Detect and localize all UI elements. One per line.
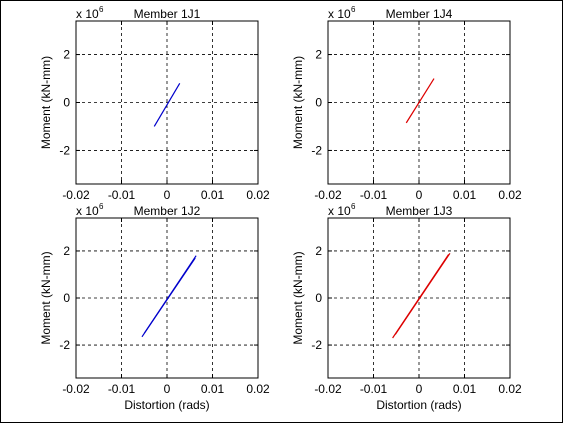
y-tick-label: 2 [315,48,322,62]
y-tick-label: 0 [63,96,70,110]
series-line-1 [153,83,181,127]
y-tick-label: 0 [63,291,70,305]
chart-title: Member 1J1 [134,7,201,21]
y-tick-label: -2 [59,338,70,352]
scale-factor-label: x 10 [76,204,99,218]
chart-title: Member 1J4 [386,7,453,21]
y-axis-label: Moment (kN-mm) [39,56,53,149]
x-tick-label: -0.01 [108,382,136,396]
series-line-1 [405,78,435,124]
y-tick-label: 2 [315,244,322,258]
x-axis-label: Distortion (rads) [124,398,209,412]
scale-factor-label: x 10 [328,204,351,218]
x-tick-label: -0.02 [62,188,90,202]
x-tick-label: -0.02 [314,188,342,202]
x-tick-label: 0.02 [246,188,270,202]
y-axis-label: Moment (kN-mm) [291,251,305,344]
chart-title: Member 1J3 [386,204,453,218]
x-tick-label: 0 [164,188,171,202]
y-tick-label: 0 [315,96,322,110]
x-tick-label: 0 [416,188,423,202]
x-tick-label: 0 [164,382,171,396]
x-tick-label: -0.01 [360,188,388,202]
chart-panel-2: -0.02 -0.01 0 0.01 0.02 2 0 -2 x 10 6 Member 1J4 Mo… [291,5,522,202]
series-line-2 [394,252,451,335]
y-tick-label: 0 [315,291,322,305]
y-tick-label: -2 [311,143,322,157]
scale-factor-exponent: 6 [351,5,356,14]
y-tick-label: 2 [63,244,70,258]
x-tick-label: 0.02 [498,382,522,396]
x-tick-label: 0.01 [201,188,225,202]
scale-factor-exponent: 6 [351,202,356,211]
chart-title: Member 1J2 [134,204,201,218]
x-tick-label: -0.02 [314,382,342,396]
y-axis-label: Moment (kN-mm) [291,56,305,149]
x-tick-label: -0.01 [108,188,136,202]
x-tick-label: -0.01 [360,382,388,396]
y-axis-label: Moment (kN-mm) [39,251,53,344]
x-tick-label: 0.01 [201,382,225,396]
series-line-2 [143,255,197,334]
scale-factor-label: x 10 [328,7,351,21]
scale-factor-exponent: 6 [99,5,104,14]
y-tick-label: -2 [311,338,322,352]
scale-factor-label: x 10 [76,7,99,21]
x-tick-label: 0.01 [453,382,477,396]
x-tick-label: 0.01 [453,188,477,202]
x-tick-label: 0.02 [246,382,270,396]
chart-panel-3: -0.02 -0.01 0 0.01 0.02 2 0 -2 x 10 6 Member 1J2 Mo… [39,202,270,412]
y-tick-label: -2 [59,143,70,157]
scale-factor-exponent: 6 [99,202,104,211]
x-tick-label: 0.02 [498,188,522,202]
chart-panel-1: -0.02 -0.01 0 0.01 0.02 2 0 -2 x 10 6 Member 1J1 Mo… [39,5,270,202]
x-tick-label: -0.02 [62,382,90,396]
y-tick-label: 2 [63,48,70,62]
x-axis-label: Distortion (rads) [376,398,461,412]
x-tick-label: 0 [416,382,423,396]
chart-panel-4: -0.02 -0.01 0 0.01 0.02 2 0 -2 x 10 6 Member 1J3 Mo… [291,202,522,412]
